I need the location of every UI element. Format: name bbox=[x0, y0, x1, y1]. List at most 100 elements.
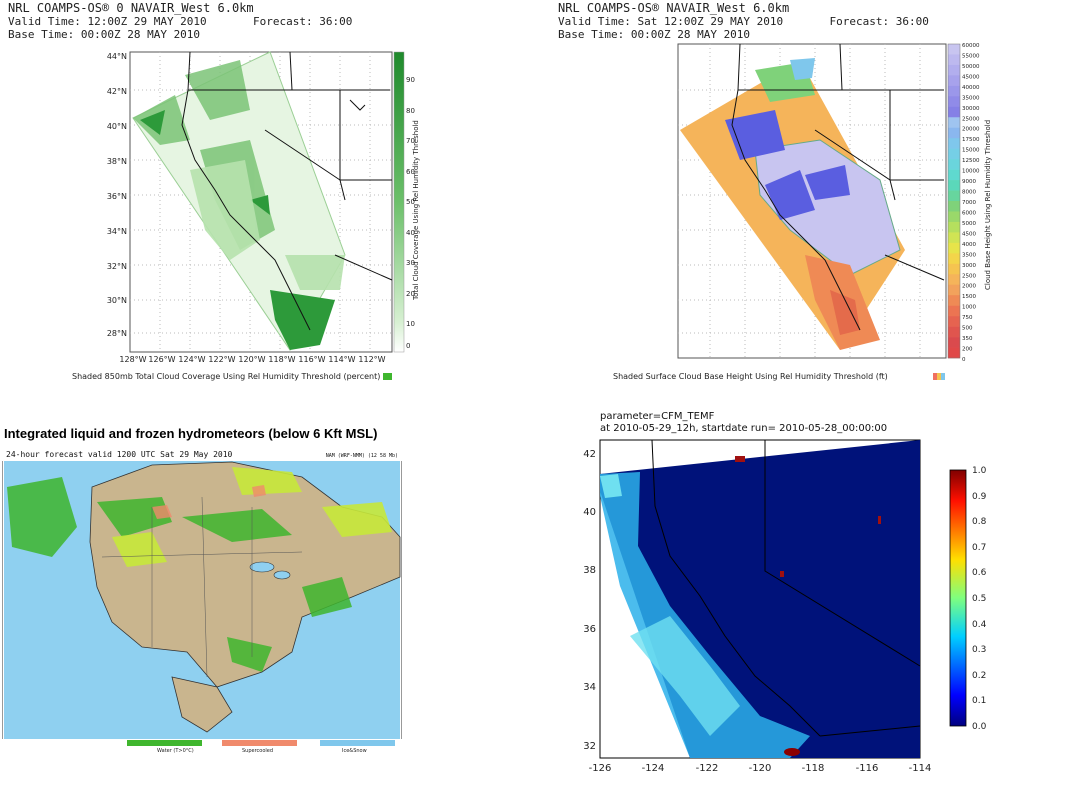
colorbar-tick: 200 bbox=[962, 347, 973, 353]
colorbar-tick: 10 bbox=[406, 320, 415, 328]
colorbar-tick: 500 bbox=[962, 326, 973, 332]
y-tick: 32 bbox=[583, 741, 596, 752]
colorbar-segment bbox=[948, 148, 960, 160]
header-line-3: Base Time: 00:00Z 28 MAY 2010 bbox=[558, 28, 751, 41]
lat-label: 30°N bbox=[107, 296, 127, 305]
colorbar-frame bbox=[947, 43, 961, 359]
header-line-2: Valid Time: Sat 12:00Z 29 MAY 2010 Forec… bbox=[558, 15, 929, 28]
colorbar-tick: 0.8 bbox=[972, 517, 987, 527]
cloud-coverage-map: 44°N 42°N 40°N 38°N 36°N 34°N 32°N 30°N … bbox=[107, 51, 420, 380]
lon-label: 128°W bbox=[119, 355, 146, 364]
x-tick: -116 bbox=[856, 763, 879, 774]
header-line-1: NRL COAMPS-OS® 0 NAVAIR_West 6.0km bbox=[8, 1, 254, 15]
colorbar-tick: 40000 bbox=[962, 85, 980, 91]
colorbar-tick: 10000 bbox=[962, 169, 980, 175]
colorbar-tick: 25000 bbox=[962, 116, 980, 122]
colorbar-segment bbox=[948, 106, 960, 118]
y-tick: 40 bbox=[583, 507, 596, 518]
lat-label: 42°N bbox=[107, 87, 127, 96]
y-tick: 38 bbox=[583, 565, 596, 576]
colorbar-tick: 90 bbox=[406, 76, 415, 84]
colorbar-segment bbox=[948, 190, 960, 202]
colorbar-tick: 1.0 bbox=[972, 466, 987, 476]
colorbar-tick: 5000 bbox=[962, 221, 976, 227]
colorbar-tick: 9000 bbox=[962, 179, 976, 185]
legend-swatch-supercooled bbox=[222, 740, 297, 746]
colorbar-segment bbox=[948, 127, 960, 139]
lon-label: 118°W bbox=[268, 355, 295, 364]
colorbar-tick: 0.2 bbox=[972, 671, 986, 681]
colorbar-tick: 17500 bbox=[962, 137, 980, 143]
x-tick: -124 bbox=[642, 763, 665, 774]
panel-hydrometeors: 24-hour forecast valid 1200 UTC Sat 29 M… bbox=[2, 447, 402, 757]
panel-cloud-base-height: NRL COAMPS-OS® NAVAIR_West 6.0km Valid T… bbox=[550, 0, 1066, 395]
cfm-temf-plot: 42 40 38 36 34 32 -126 -124 -122 -120 -1… bbox=[583, 439, 987, 774]
colorbar-segment bbox=[948, 75, 960, 87]
colorbar-tick: 12500 bbox=[962, 158, 980, 164]
x-tick: -126 bbox=[589, 763, 612, 774]
colorbar-tick: 30 bbox=[406, 259, 415, 267]
lat-label: 34°N bbox=[107, 227, 127, 236]
subheader: 24-hour forecast valid 1200 UTC Sat 29 M… bbox=[6, 450, 233, 459]
colorbar-segment bbox=[948, 326, 960, 338]
lat-label: 38°N bbox=[107, 157, 127, 166]
legend-label-water: Water (T>0°C) bbox=[157, 748, 194, 754]
colorbar-segment bbox=[948, 242, 960, 254]
param-line: parameter=CFM_TEMF bbox=[600, 411, 715, 422]
colorbar-segment bbox=[948, 295, 960, 306]
lat-label: 32°N bbox=[107, 262, 127, 271]
colorbar-segment bbox=[948, 221, 960, 233]
colorbar-tick: 15000 bbox=[962, 148, 980, 154]
header-line-3: Base Time: 00:00Z 28 MAY 2010 bbox=[8, 28, 201, 41]
hydrometeors-map: 24-hour forecast valid 1200 UTC Sat 29 M… bbox=[2, 447, 402, 757]
y-tick: 34 bbox=[583, 682, 596, 693]
colorbar-tick: 0.0 bbox=[972, 722, 987, 732]
time-line: at 2010-05-29_12h, startdate run= 2010-0… bbox=[600, 423, 888, 434]
colorbar-tick: 50000 bbox=[962, 64, 980, 70]
subheader-right: NAM (WRF-NMM) (12 58 Mb) bbox=[326, 453, 398, 459]
colorbar-segment bbox=[948, 138, 960, 149]
caption-swatch bbox=[383, 373, 392, 380]
colorbar-segment bbox=[948, 117, 960, 129]
x-tick: -122 bbox=[696, 763, 719, 774]
lat-label: 44°N bbox=[107, 52, 127, 61]
x-tick: -120 bbox=[749, 763, 772, 774]
lat-label: 40°N bbox=[107, 122, 127, 131]
lon-label: 114°W bbox=[328, 355, 355, 364]
panel-cloud-coverage: NRL COAMPS-OS® 0 NAVAIR_West 6.0km Valid… bbox=[0, 0, 420, 395]
colorbar-tick: 30000 bbox=[962, 106, 980, 112]
colorbar-tick: 2000 bbox=[962, 284, 976, 290]
lon-label: 112°W bbox=[358, 355, 385, 364]
legend-label-supercooled: Supercooled bbox=[242, 748, 273, 754]
colorbar bbox=[949, 469, 967, 727]
colorbar-tick: 0.7 bbox=[972, 543, 986, 553]
colorbar-tick: 35000 bbox=[962, 95, 980, 101]
colorbar-tick: 0.3 bbox=[972, 645, 986, 655]
colorbar-segment bbox=[948, 337, 960, 348]
colorbar-segment bbox=[948, 316, 960, 327]
colorbar-tick: 80 bbox=[406, 107, 415, 115]
caption: Shaded Surface Cloud Base Height Using R… bbox=[613, 372, 888, 381]
colorbar-segment bbox=[948, 96, 960, 108]
lon-label: 124°W bbox=[178, 355, 205, 364]
colorbar-label: Cloud Base Height Using Rel Humidity Thr… bbox=[984, 120, 992, 290]
lon-label: 116°W bbox=[298, 355, 325, 364]
colorbar bbox=[947, 43, 961, 359]
lon-label: 120°W bbox=[238, 355, 265, 364]
colorbar-tick: 0.5 bbox=[972, 594, 986, 604]
header-line-1: NRL COAMPS-OS® NAVAIR_West 6.0km bbox=[558, 1, 790, 15]
colorbar-tick: 4500 bbox=[962, 231, 976, 237]
colorbar-tick: 0.9 bbox=[972, 492, 987, 502]
colorbar-tick: 0.6 bbox=[972, 568, 987, 578]
colorbar-label: Total Cloud Coverage Using Rel Humidity … bbox=[412, 120, 420, 301]
panel-cfm-temf: 42 40 38 36 34 32 -126 -124 -122 -120 -1… bbox=[560, 436, 1066, 800]
colorbar-tick: 350 bbox=[962, 336, 973, 342]
colorbar-segment bbox=[948, 44, 960, 55]
colorbar-tick: 3500 bbox=[962, 252, 976, 258]
colorbar-tick: 45000 bbox=[962, 74, 980, 80]
legend-swatch-ice bbox=[320, 740, 395, 746]
colorbar-segment bbox=[948, 180, 960, 191]
colorbar-segment bbox=[948, 305, 960, 317]
colorbar-tick: 0 bbox=[962, 357, 966, 363]
x-tick: -114 bbox=[909, 763, 932, 774]
